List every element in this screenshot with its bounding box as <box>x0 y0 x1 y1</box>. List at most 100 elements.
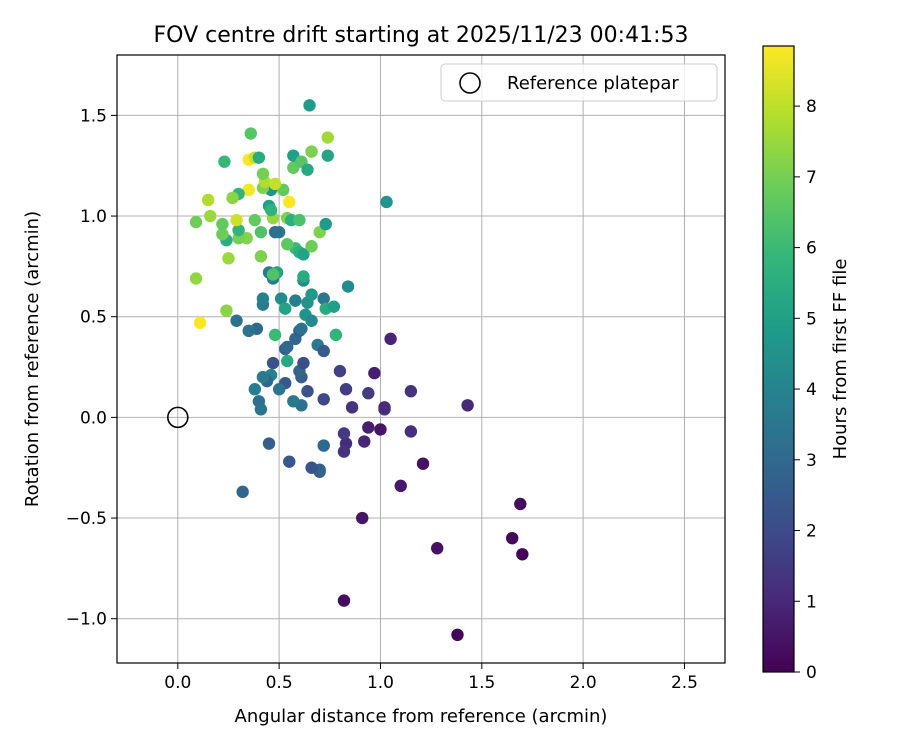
data-point <box>337 594 351 607</box>
legend: Reference platepar <box>440 63 718 102</box>
y-tick-label: 0.5 <box>80 308 107 328</box>
data-point <box>281 354 294 368</box>
data-point <box>404 385 418 398</box>
data-point <box>297 270 310 283</box>
colorbar-tick-label: 7 <box>806 168 817 188</box>
x-axis-label: Angular distance from reference (arcmin) <box>235 706 608 727</box>
data-point <box>297 356 310 370</box>
data-point <box>262 437 276 450</box>
data-point <box>321 131 334 144</box>
y-tick-label: −0.5 <box>66 509 107 529</box>
data-point <box>301 163 314 176</box>
data-point <box>461 399 474 412</box>
data-point <box>317 292 330 305</box>
colorbar-tick-label: 0 <box>806 663 817 683</box>
legend-label: Reference platepar <box>507 73 679 94</box>
data-point <box>256 167 270 180</box>
data-point <box>222 252 235 265</box>
data-point <box>248 213 262 227</box>
grid-lines <box>117 55 725 663</box>
data-point <box>218 155 231 168</box>
data-point <box>272 382 286 396</box>
data-point <box>339 382 353 396</box>
colorbar-tick-label: 8 <box>806 97 817 117</box>
data-point <box>374 423 387 436</box>
data-point <box>384 332 397 346</box>
data-point <box>281 238 294 251</box>
data-point <box>341 280 355 293</box>
data-point <box>230 314 243 327</box>
data-point <box>301 385 314 398</box>
data-point <box>305 461 318 474</box>
x-tick-label: 0.5 <box>266 673 293 693</box>
x-tick-label: 2.0 <box>570 673 597 693</box>
data-point <box>305 314 318 327</box>
data-point <box>254 225 268 239</box>
data-point <box>305 240 318 253</box>
data-point <box>305 145 318 158</box>
data-point <box>232 223 245 237</box>
colorbar-tick-label: 4 <box>806 380 817 400</box>
colorbar-tick-label: 5 <box>806 309 817 329</box>
data-point <box>279 302 292 315</box>
data-point <box>337 445 351 458</box>
data-point <box>283 455 296 468</box>
x-tick-label: 2.5 <box>671 673 698 693</box>
data-point <box>506 531 519 545</box>
colorbar: 0 1 2 3 4 5 6 7 8 Hours from first FF file <box>762 45 851 683</box>
data-point <box>368 366 381 380</box>
colorbar-tick-label: 2 <box>806 522 817 542</box>
data-point <box>337 427 351 440</box>
data-point <box>333 364 347 378</box>
data-point <box>289 294 302 307</box>
data-point <box>274 292 288 305</box>
data-point <box>362 421 375 434</box>
chart-title: FOV centre drift starting at 2025/11/23 … <box>154 23 689 48</box>
data-point <box>264 203 278 217</box>
y-tick-label: 1.0 <box>80 207 107 227</box>
plot-background <box>117 55 725 663</box>
x-axis-ticks: 0.0 0.5 1.0 1.5 2.0 2.5 <box>164 663 698 693</box>
data-point <box>189 272 203 285</box>
data-point <box>281 340 294 354</box>
data-point <box>216 227 229 241</box>
data-point <box>189 215 203 229</box>
data-point <box>242 324 255 338</box>
data-point <box>293 213 306 227</box>
data-point <box>256 292 270 305</box>
data-point <box>268 328 282 342</box>
data-point <box>283 195 296 209</box>
data-point <box>193 316 207 329</box>
plot-frame <box>116 54 726 664</box>
colorbar-tick-label: 3 <box>806 451 817 471</box>
data-point <box>230 213 243 227</box>
data-point <box>317 344 330 358</box>
data-point <box>256 370 270 384</box>
colorbar-ticks: 0 1 2 3 4 5 6 7 8 <box>794 97 817 683</box>
data-point <box>266 268 280 281</box>
data-point <box>202 193 215 207</box>
data-point <box>380 195 393 209</box>
data-point <box>248 382 262 396</box>
data-point <box>244 127 257 140</box>
data-point <box>362 387 375 400</box>
data-point <box>319 217 332 231</box>
y-axis-ticks: −1.0 −0.5 0.0 0.5 1.0 1.5 <box>66 106 117 630</box>
data-point <box>317 393 330 406</box>
data-point <box>516 548 529 561</box>
data-points <box>189 99 529 642</box>
data-point <box>394 479 407 493</box>
data-point <box>321 149 334 162</box>
data-point <box>305 288 318 301</box>
data-point <box>327 300 341 313</box>
x-tick-label: 0.0 <box>164 673 191 693</box>
data-point <box>254 250 268 263</box>
data-point <box>404 425 418 438</box>
colorbar-tick-label: 6 <box>806 239 817 259</box>
y-tick-label: −1.0 <box>66 610 107 630</box>
reference-point-marker <box>167 406 189 429</box>
colorbar-tick-label: 1 <box>806 592 817 612</box>
colorbar-label: Hours from first FF file <box>830 259 851 460</box>
data-point <box>329 328 343 342</box>
legend-marker-icon <box>459 72 481 94</box>
